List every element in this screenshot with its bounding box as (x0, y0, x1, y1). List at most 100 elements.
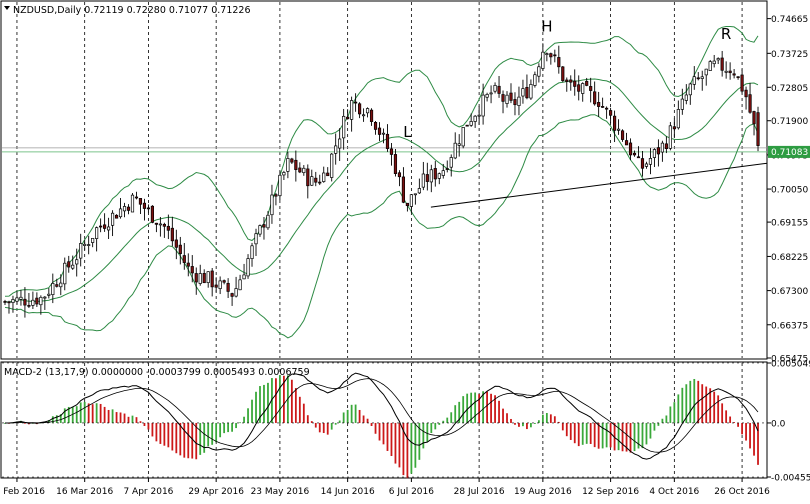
macd-bar (239, 422, 241, 424)
candle-body (628, 142, 633, 156)
candle-body (294, 159, 298, 170)
macd-bar (573, 422, 576, 444)
candle-body (437, 173, 441, 179)
candle-body (114, 214, 119, 219)
candle-body (561, 66, 565, 82)
candle-body (59, 282, 63, 288)
macd-bar (358, 409, 361, 423)
macd-bar (191, 422, 194, 459)
candle-body (624, 140, 629, 146)
candle-body (230, 293, 234, 297)
macd-bar (537, 420, 540, 423)
macd-bar (290, 379, 293, 423)
candle-body (521, 88, 525, 97)
macd-bar (613, 422, 616, 451)
candle-body (473, 115, 477, 122)
candlesticks (3, 43, 760, 318)
candle-body (616, 128, 621, 131)
macd-bar (75, 406, 78, 423)
y-tick-label: 0.72805 (771, 84, 808, 94)
macd-bar (565, 422, 568, 437)
x-tick-label: 29 Apr 2016 (188, 487, 244, 497)
macd-bar (127, 416, 130, 423)
candle-body (453, 142, 457, 159)
macd-bar (729, 416, 732, 423)
macd-bar (506, 413, 508, 423)
bollinger-bands (4, 26, 759, 339)
candle-body (218, 280, 222, 290)
candle-body (365, 108, 370, 114)
macd-panel-frame (0, 361, 768, 479)
candle-body (314, 177, 318, 183)
candle-body (346, 116, 350, 120)
candle-body (549, 53, 553, 58)
candle-body (445, 168, 449, 170)
macd-bar (653, 422, 656, 431)
symbol-menu-icon[interactable] (4, 6, 10, 10)
macd-bar (131, 415, 134, 423)
macd-bar (151, 422, 154, 437)
candle-body (51, 283, 55, 295)
candle-body (254, 233, 258, 245)
macd-bar (247, 408, 249, 423)
candle-body (198, 273, 202, 284)
candle-body (664, 143, 668, 150)
candle-body (529, 83, 533, 99)
candle-body (63, 262, 67, 285)
x-tick-label: 26 Oct 2016 (714, 487, 770, 497)
macd-bar (354, 404, 357, 423)
macd-bar (47, 420, 50, 423)
macd-bar (657, 422, 660, 426)
macd-bar (402, 422, 405, 476)
macd-bar (502, 408, 504, 423)
macd-bar (390, 422, 393, 457)
candle-body (577, 84, 581, 92)
candle-body (282, 172, 286, 176)
candle-body (91, 237, 95, 243)
macd-bar (382, 422, 385, 445)
candle-body (684, 94, 688, 101)
macd-bar (370, 422, 373, 426)
candle-body (19, 296, 23, 300)
candle-body (704, 68, 708, 76)
macd-bar (24, 422, 26, 424)
macd-bar (553, 416, 556, 423)
pattern-annotations: L H R (403, 17, 731, 141)
macd-bar (749, 422, 751, 449)
macd-bar (498, 400, 500, 423)
candle-body (3, 301, 7, 303)
y-tick-label: 0.71900 (771, 117, 808, 127)
candle-body (477, 114, 481, 117)
x-tick-label: 14 Jun 2016 (321, 487, 375, 497)
candle-body (672, 126, 676, 130)
candle-body (509, 92, 513, 101)
macd-bar (633, 422, 636, 452)
candle-body (581, 83, 585, 94)
macd-bar (490, 393, 492, 423)
macd-bar (394, 422, 397, 464)
bollinger-upper (4, 26, 759, 297)
candle-body (497, 85, 501, 94)
candle-body (752, 111, 756, 125)
candle-body (680, 98, 684, 110)
macd-bar (426, 422, 429, 442)
macd-bar (753, 422, 755, 456)
macd-bar (231, 422, 233, 432)
x-tick-label: 16 Mar 2016 (56, 487, 113, 497)
macd-bar (713, 391, 716, 423)
macd-tick-label: -0.004551 (771, 474, 810, 484)
candle-body (636, 156, 641, 159)
macd-bar (195, 422, 198, 460)
candle-body (87, 244, 91, 246)
candle-body (533, 74, 537, 86)
candle-body (318, 181, 322, 184)
macd-bar (645, 422, 648, 445)
candle-body (545, 53, 549, 56)
macd-header: MACD-2 (13,17,9) 0.0000000 -0.0003799 0.… (4, 367, 310, 378)
neckline-segment (430, 162, 768, 208)
macd-bar (609, 422, 612, 448)
candle-body (692, 76, 696, 85)
macd-bar (569, 422, 572, 440)
macd-bar (557, 421, 560, 423)
